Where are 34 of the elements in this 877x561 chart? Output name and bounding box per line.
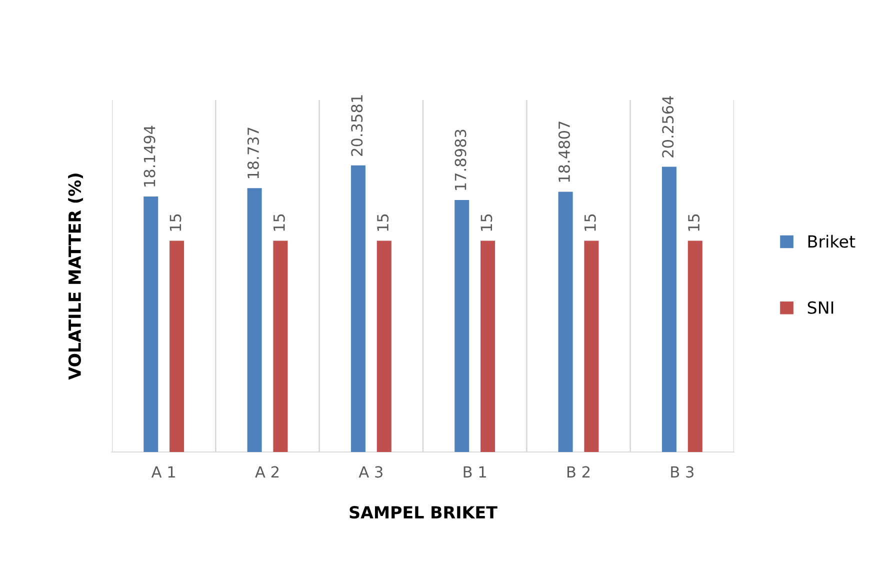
bar [558, 192, 573, 452]
x-tick-label: B 2 [567, 466, 590, 478]
bar [350, 165, 366, 452]
x-axis-title: SAMPEL BRIKET [350, 506, 498, 519]
bar [247, 188, 262, 452]
data-label: 20.3581 [351, 95, 363, 156]
x-tick-label: A 1 [151, 466, 175, 478]
legend-label: SNI [808, 301, 834, 314]
x-tick-label: B 3 [671, 466, 694, 478]
data-label: 18.1494 [144, 126, 156, 186]
data-label: 15 [170, 214, 182, 231]
bar [688, 240, 702, 452]
x-tick-label: B 1 [464, 466, 486, 478]
data-label: 18.4807 [558, 122, 570, 182]
bar [144, 196, 158, 452]
data-label: 15 [688, 214, 700, 231]
bar [454, 200, 470, 452]
data-label: 15 [480, 214, 492, 231]
data-label: 17.8983 [454, 130, 466, 190]
data-label: 18.737 [247, 128, 259, 178]
bar [376, 240, 392, 452]
data-label: 15 [584, 214, 596, 231]
x-tick-label: A 2 [255, 466, 278, 478]
bar [662, 166, 676, 452]
data-label: 15 [377, 214, 389, 231]
data-label: 20.2564 [662, 96, 674, 158]
data-label: 15 [274, 214, 285, 231]
x-tick-label: A 3 [358, 466, 382, 478]
bar [273, 240, 288, 452]
bar [480, 240, 496, 452]
bar [170, 240, 184, 452]
legend-label: Briket [808, 234, 856, 248]
y-axis-title: VOLATILE MATTER (%) [68, 174, 83, 380]
bar [584, 240, 599, 452]
